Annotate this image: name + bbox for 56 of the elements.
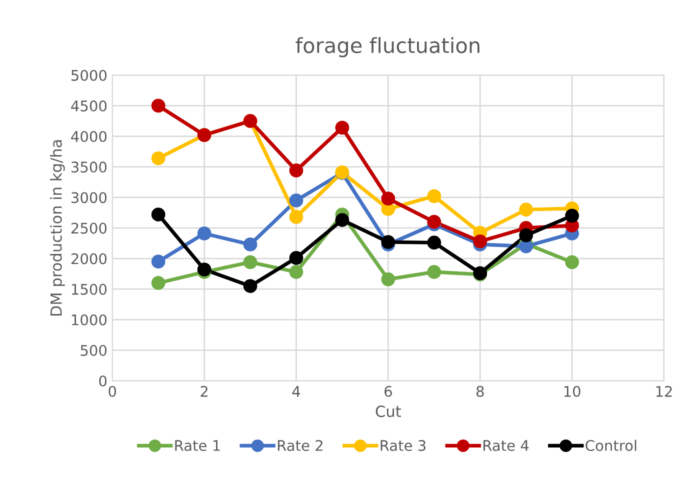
point bbox=[335, 213, 350, 227]
point bbox=[519, 228, 534, 242]
x-tick-label: 4 bbox=[292, 386, 300, 397]
y-tick-label: 2500 bbox=[71, 222, 107, 234]
point bbox=[151, 208, 166, 222]
point bbox=[519, 239, 534, 254]
x-tick-label: 12 bbox=[656, 386, 672, 397]
point bbox=[289, 194, 304, 208]
point bbox=[335, 120, 350, 135]
point bbox=[289, 250, 304, 265]
y-tick-label: 3500 bbox=[72, 162, 107, 173]
x-tick-label: 0 bbox=[108, 386, 116, 397]
chart-title: forage fluctuation bbox=[296, 37, 480, 58]
legend-label: Control bbox=[586, 440, 636, 452]
x-tick-label: 10 bbox=[564, 386, 580, 397]
y-tick-label: 4500 bbox=[71, 100, 107, 112]
point bbox=[243, 238, 258, 252]
point bbox=[427, 214, 442, 229]
x-tick-label: 6 bbox=[384, 386, 392, 397]
y-tick-label: 3000 bbox=[72, 192, 107, 204]
point bbox=[565, 255, 579, 270]
point bbox=[197, 226, 212, 240]
point bbox=[289, 210, 304, 224]
point bbox=[381, 235, 396, 249]
point bbox=[381, 192, 396, 206]
y-tick-label: 500 bbox=[80, 344, 107, 356]
point bbox=[151, 276, 166, 290]
x-axis-title: Cut bbox=[376, 406, 401, 418]
point bbox=[151, 151, 166, 166]
x-tick-label: 2 bbox=[200, 386, 208, 397]
point bbox=[381, 272, 396, 286]
y-tick-label: 0 bbox=[99, 375, 107, 387]
point bbox=[243, 255, 258, 270]
point bbox=[289, 265, 304, 279]
legend-label: Rate 4 bbox=[484, 440, 529, 452]
point bbox=[197, 262, 212, 276]
point bbox=[565, 208, 579, 223]
y-tick-label: 5000 bbox=[72, 70, 107, 81]
point bbox=[151, 254, 166, 269]
y-tick-label: 2000 bbox=[71, 253, 107, 264]
legend-label: Rate 3 bbox=[380, 440, 426, 452]
point bbox=[427, 236, 442, 250]
point bbox=[427, 189, 442, 204]
point bbox=[427, 265, 442, 279]
point bbox=[289, 164, 304, 178]
point bbox=[151, 98, 166, 113]
y-tick-label: 4000 bbox=[71, 130, 107, 142]
point bbox=[473, 234, 488, 248]
point bbox=[243, 279, 258, 293]
y-tick-label: 1500 bbox=[72, 284, 107, 295]
y-tick-label: 1000 bbox=[72, 314, 107, 326]
y-axis-title: DM production in kg/ha bbox=[50, 140, 65, 316]
x-tick-label: 8 bbox=[476, 386, 484, 397]
legend-label: Rate 1 bbox=[175, 440, 220, 452]
legend-label: Rate 2 bbox=[278, 440, 322, 452]
point bbox=[519, 202, 534, 217]
